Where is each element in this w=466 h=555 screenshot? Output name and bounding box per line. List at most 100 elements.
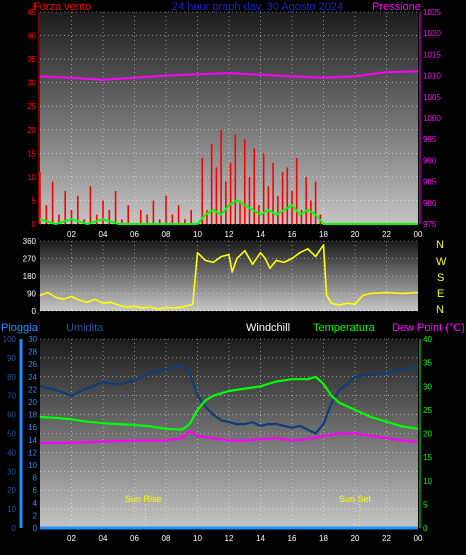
- wind-x-tick-label: 04: [99, 230, 108, 239]
- humidity-x-tick-label: 06: [130, 534, 139, 543]
- direction-label-north-top: N: [436, 239, 444, 251]
- wind-direction-line: [39, 244, 419, 310]
- humidity-y-tick-label: 70: [7, 392, 16, 401]
- temperature-y-tick-label: 15: [423, 453, 432, 462]
- direction-y-tick-label: 0: [32, 307, 37, 316]
- humidity-x-tick-label: 20: [351, 534, 360, 543]
- direction-label-north-bottom: N: [436, 304, 444, 316]
- direction-label-east: E: [437, 288, 445, 300]
- pressure-y-tick-label: 995: [423, 135, 437, 144]
- humidity-x-tick-label: 08: [162, 534, 171, 543]
- direction-y-tick-label: 270: [23, 255, 37, 264]
- humidity-x-tick-label: 02: [67, 534, 76, 543]
- dewpoint-line: [40, 430, 419, 444]
- direction-y-tick-label: 90: [27, 290, 36, 299]
- humidity-y-tick-label: 30: [7, 467, 16, 476]
- pressure-axis-title: Pressione: [372, 1, 421, 13]
- direction-panel-bg: [40, 241, 418, 311]
- temperature-y-tick-label: 0: [423, 524, 428, 533]
- wind-x-tick-label: 16: [288, 230, 297, 239]
- direction-label-south: S: [437, 272, 445, 284]
- rain-y-tick-label: 28: [28, 348, 37, 357]
- wind-y-tick-label: 30: [27, 79, 36, 88]
- wind-y-tick-label: 15: [27, 149, 36, 158]
- humidity-x-tick-label: 12: [225, 534, 234, 543]
- pressure-y-tick-label: 1005: [423, 93, 441, 102]
- rain-y-tick-label: 20: [28, 398, 37, 407]
- pressure-y-tick-label: 980: [423, 199, 437, 208]
- pressure-y-tick-label: 1000: [423, 114, 441, 123]
- wind-y-tick-label: 25: [27, 102, 36, 111]
- sunset-label: Sun Set: [339, 494, 372, 504]
- humidity-line: [39, 364, 419, 435]
- humidity-y-tick-label: 20: [7, 486, 16, 495]
- wind-x-tick-label: 20: [351, 230, 360, 239]
- rain-y-tick-label: 4: [33, 499, 38, 508]
- humidity-axis-title: Umidita: [66, 322, 104, 334]
- wind-x-tick-label: 22: [382, 230, 391, 239]
- wind-x-tick-label: 12: [225, 230, 234, 239]
- windchill-legend: Windchill: [246, 322, 291, 334]
- wind-y-tick-label: 35: [27, 55, 36, 64]
- rain-y-tick-label: 10: [28, 461, 37, 470]
- rain-y-tick-label: 0: [33, 524, 38, 533]
- temperature-y-tick-label: 10: [423, 477, 432, 486]
- rain-y-tick-label: 30: [28, 335, 37, 344]
- humidity-y-tick-label: 10: [7, 505, 16, 514]
- rain-y-tick-label: 16: [28, 423, 37, 432]
- temperature-y-tick-label: 40: [423, 335, 432, 344]
- wind-x-tick-label: 00: [414, 230, 423, 239]
- wind-y-tick-label: 0: [32, 220, 37, 229]
- rain-y-tick-label: 2: [33, 511, 38, 520]
- humidity-x-tick-label: 00: [414, 534, 423, 543]
- rain-y-tick-label: 6: [33, 486, 38, 495]
- humidity-y-tick-label: 60: [7, 411, 16, 420]
- pressure-y-tick-label: 975: [423, 220, 437, 229]
- direction-y-tick-label: 360: [23, 237, 37, 246]
- sunrise-label: Sun Rise: [125, 494, 162, 504]
- rain-y-tick-label: 14: [28, 436, 37, 445]
- temperature-y-tick-label: 5: [423, 500, 428, 509]
- rain-y-tick-label: 18: [28, 411, 37, 420]
- humidity-y-tick-label: 80: [7, 373, 16, 382]
- rain-y-tick-label: 8: [33, 474, 38, 483]
- pressure-y-tick-label: 990: [423, 156, 437, 165]
- wind-y-tick-label: 45: [27, 8, 36, 17]
- pressure-line: [39, 70, 419, 81]
- humidity-x-tick-label: 14: [256, 534, 265, 543]
- humidity-y-tick-label: 0: [12, 524, 17, 533]
- wind-y-tick-label: 5: [32, 196, 37, 205]
- humidity-x-tick-label: 16: [288, 534, 297, 543]
- humidity-y-tick-label: 40: [7, 448, 16, 457]
- humidity-x-tick-label: 18: [319, 534, 328, 543]
- wind-y-tick-label: 40: [27, 32, 36, 41]
- rain-y-tick-label: 22: [28, 385, 37, 394]
- direction-label-west: W: [436, 256, 447, 268]
- pressure-y-tick-label: 985: [423, 178, 437, 187]
- temperature-y-tick-label: 35: [423, 359, 432, 368]
- wind-x-tick-label: 08: [162, 230, 171, 239]
- rain-y-tick-label: 24: [28, 373, 37, 382]
- pressure-y-tick-label: 1020: [423, 29, 441, 38]
- pressure-y-tick-label: 1025: [423, 8, 441, 17]
- wind-x-tick-label: 02: [67, 230, 76, 239]
- chart-title: 24 hour graph day, 30 Agosto 2024: [172, 1, 344, 13]
- temperature-y-tick-label: 20: [423, 430, 432, 439]
- temperature-legend: Temperatura: [313, 322, 375, 334]
- humidity-y-tick-label: 90: [7, 354, 16, 363]
- wind-x-tick-label: 10: [193, 230, 202, 239]
- wind-x-tick-label: 18: [319, 230, 328, 239]
- pressure-y-tick-label: 1010: [423, 72, 441, 81]
- temperature-line: [39, 375, 419, 431]
- wind-x-tick-label: 06: [130, 230, 139, 239]
- pressure-y-tick-label: 1015: [423, 50, 441, 59]
- direction-y-tick-label: 180: [23, 272, 37, 281]
- rain-y-tick-label: 26: [28, 360, 37, 369]
- wind-speed-axis-title: Forza vento: [33, 1, 92, 13]
- rain-axis-title: Pioggia: [1, 322, 38, 334]
- temperature-y-tick-label: 25: [423, 406, 432, 415]
- wind-y-tick-label: 10: [27, 173, 36, 182]
- humidity-x-tick-label: 22: [382, 534, 391, 543]
- humidity-y-tick-label: 50: [7, 430, 16, 439]
